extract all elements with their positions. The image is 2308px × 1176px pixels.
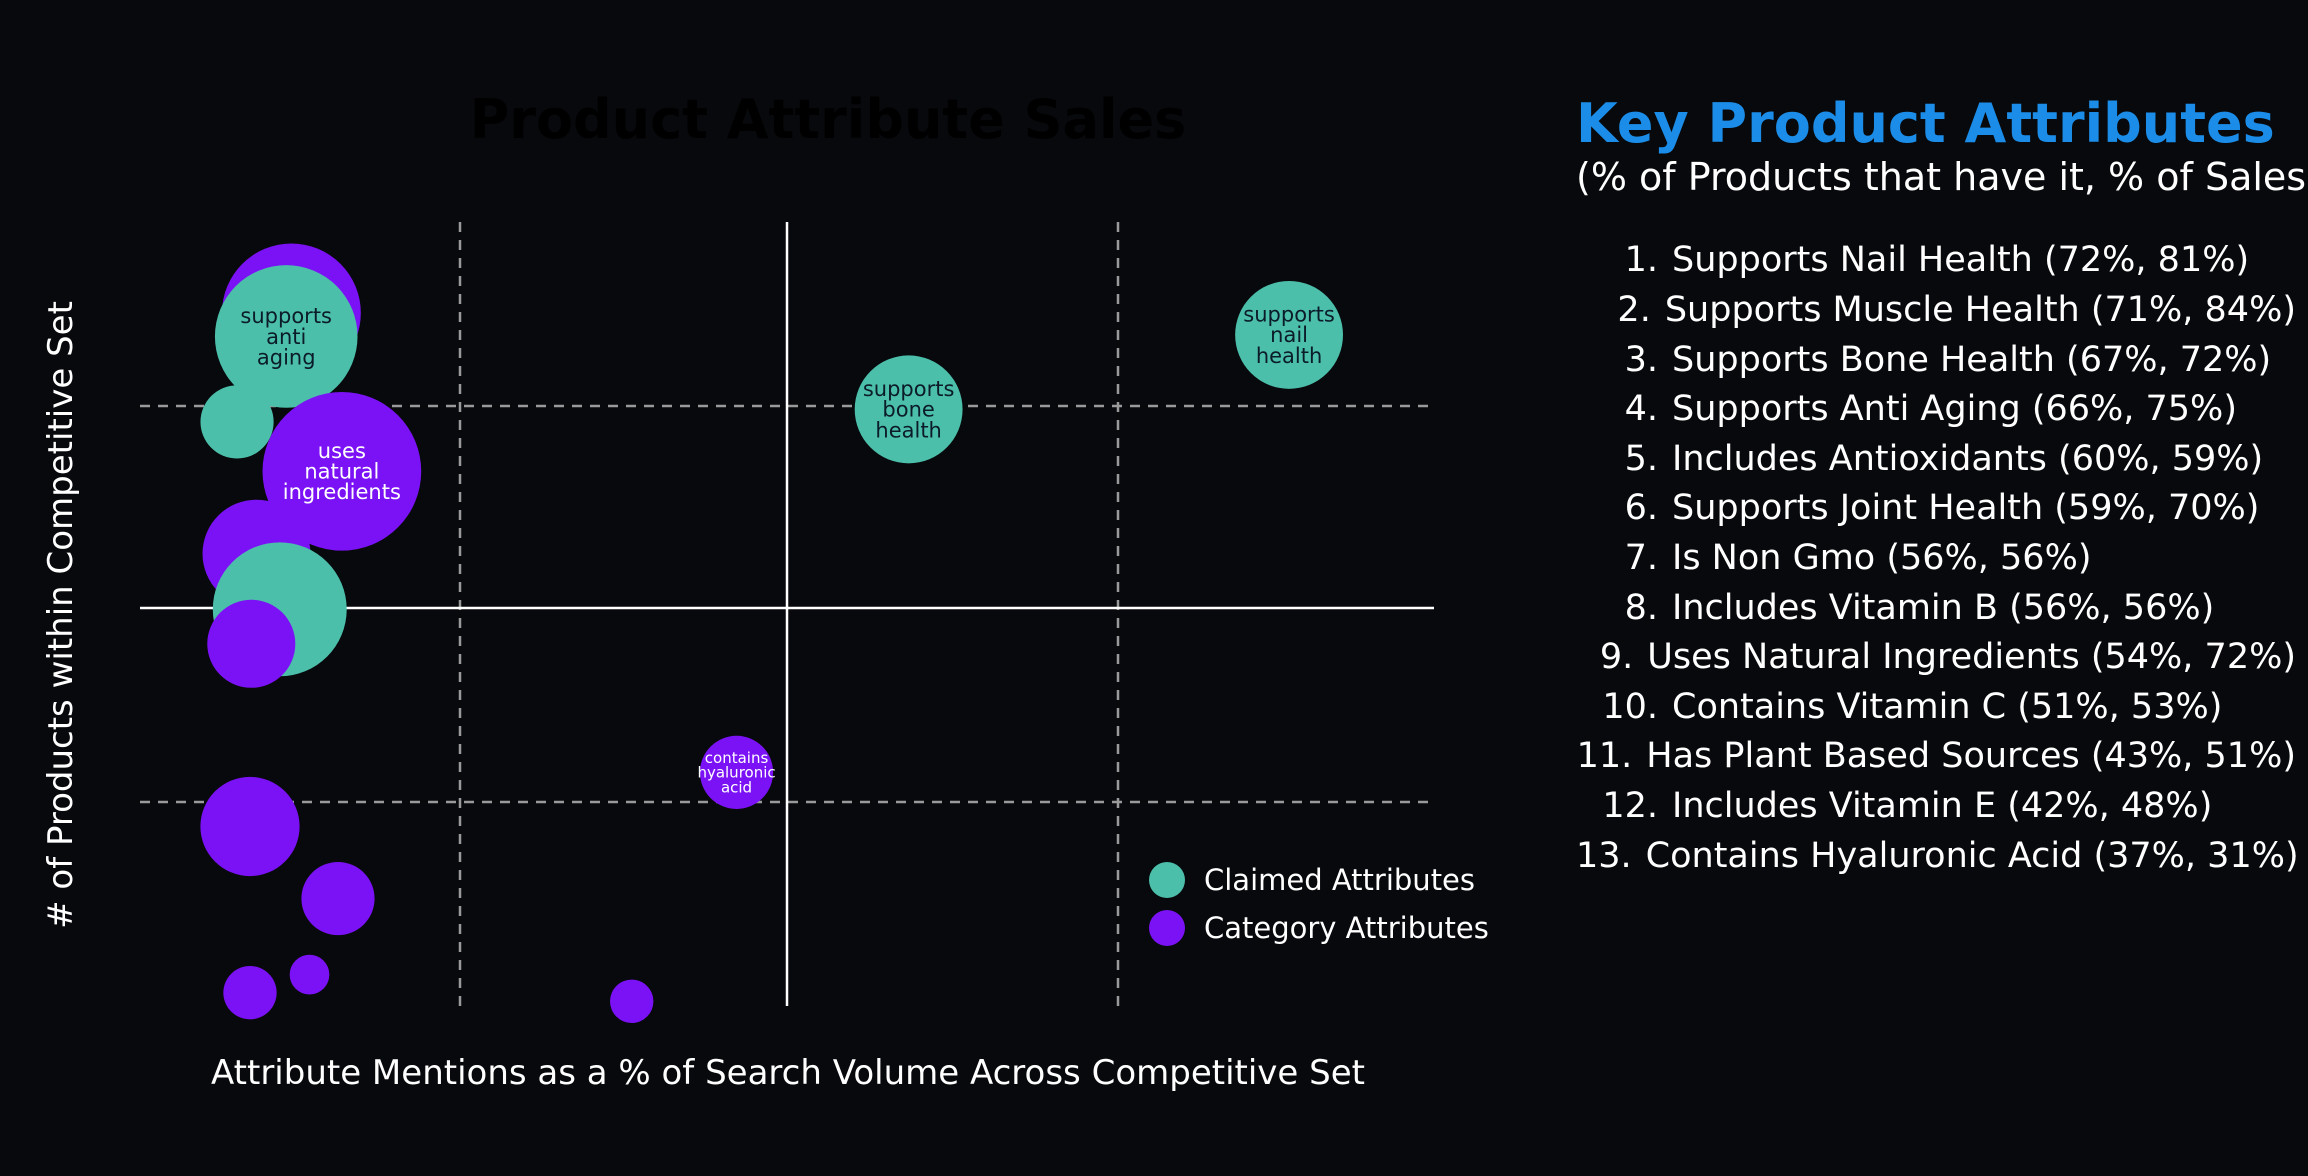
category-attribute-bubble (699, 735, 774, 809)
attribute-rank: 4. (1624, 389, 1658, 430)
quadrant-grid (140, 222, 1434, 1006)
attribute-list-item: 8. Includes Vitamin B (56%, 56%) (1576, 584, 2296, 634)
attribute-rank: 9. (1599, 637, 1634, 678)
category-attribute-bubble (301, 862, 375, 936)
attribute-list-item: 5. Includes Antioxidants (60%, 59%) (1576, 435, 2296, 485)
attribute-text: Supports Anti Aging (66%, 75%) (1672, 389, 2237, 430)
attribute-list-item: 4. Supports Anti Aging (66%, 75%) (1576, 385, 2296, 435)
bubble-label: supports anti aging (240, 304, 332, 369)
attribute-rank: 12. (1602, 785, 1658, 826)
claimed-attribute-bubble (200, 385, 274, 459)
claimed-attribute-bubble (1235, 280, 1344, 389)
attribute-text: Uses Natural Ingredients (54%, 72%) (1647, 637, 2296, 678)
attribute-text: Includes Vitamin B (56%, 56%) (1672, 587, 2215, 628)
category-attribute-bubble (223, 966, 277, 1020)
attribute-rank: 11. (1576, 736, 1633, 777)
attribute-list-item: 1. Supports Nail Health (72%, 81%) (1576, 236, 2296, 286)
bubble-label: supports bone health (863, 377, 955, 442)
chart-title: Product Attribute Sales (470, 88, 1187, 151)
attribute-rank: 2. (1617, 289, 1651, 330)
attribute-rank: 6. (1624, 488, 1658, 529)
claimed-attribute-bubble (854, 355, 963, 464)
attribute-text: Contains Hyaluronic Acid (37%, 31%) (1645, 835, 2299, 876)
bubble-label: contains hyaluronic acid (697, 749, 775, 796)
attribute-rank: 5. (1624, 438, 1658, 479)
attribute-text: Supports Muscle Health (71%, 84%) (1664, 289, 2296, 330)
attribute-rank: 13. (1576, 835, 1632, 876)
attribute-list-item: 13. Contains Hyaluronic Acid (37%, 31%) (1576, 832, 2299, 882)
attribute-text: Supports Bone Health (67%, 72%) (1672, 339, 2272, 380)
y-axis-label: # of Products within Competitive Set (41, 301, 81, 929)
attribute-list-item: 12. Includes Vitamin E (42%, 48%) (1576, 782, 2296, 832)
attribute-list-item: 9. Uses Natural Ingredients (54%, 72%) (1576, 633, 2296, 683)
attribute-rank: 1. (1624, 240, 1658, 281)
category-attribute-bubble (200, 776, 300, 877)
x-axis-label: Attribute Mentions as a % of Search Volu… (211, 1053, 1365, 1093)
legend-label: Category Attributes (1204, 911, 1489, 945)
category-attribute-bubble (289, 954, 330, 995)
category-attribute-bubble (207, 599, 296, 688)
bubble-label: supports nail health (1243, 303, 1335, 368)
panel-title: Key Product Attributes (1576, 92, 2275, 155)
attribute-list-item: 10. Contains Vitamin C (51%, 53%) (1576, 683, 2296, 733)
attribute-text: Includes Antioxidants (60%, 59%) (1672, 438, 2264, 479)
legend-label: Claimed Attributes (1204, 863, 1475, 897)
attribute-text: Has Plant Based Sources (43%, 51%) (1646, 736, 2296, 777)
bubble-label: uses natural ingredients (283, 439, 401, 504)
attribute-rank: 10. (1602, 686, 1658, 727)
attribute-rank: 3. (1624, 339, 1658, 380)
attribute-list-item: 7. Is Non Gmo (56%, 56%) (1576, 534, 2296, 584)
attribute-text: Supports Nail Health (72%, 81%) (1672, 240, 2250, 281)
attribute-text: Includes Vitamin E (42%, 48%) (1672, 785, 2213, 826)
attribute-list-item: 3. Supports Bone Health (67%, 72%) (1576, 336, 2296, 386)
chart-legend: Claimed Attributes Category Attributes (1149, 862, 1489, 946)
panel-subtitle: (% of Products that have it, % of Sales) (1576, 154, 2308, 199)
claimed-attribute-bubble (214, 265, 358, 408)
bubble-layer: supports anti aging uses natural ingredients s… (200, 243, 1344, 1023)
attribute-list-item: 11. Has Plant Based Sources (43%, 51%) (1576, 732, 2296, 782)
category-attribute-bubble (262, 391, 422, 551)
attribute-list-item: 6. Supports Joint Health (59%, 70%) (1576, 484, 2296, 534)
attribute-rank: 7. (1624, 537, 1658, 578)
key-attributes-panel: Key Product Attributes (% of Products th… (1576, 92, 2308, 882)
category-attribute-bubble (610, 979, 654, 1023)
legend-swatch (1149, 910, 1185, 946)
attribute-text: Supports Joint Health (59%, 70%) (1672, 488, 2260, 529)
attribute-list: 1. Supports Nail Health (72%, 81%) 2. Suppo… (1576, 236, 2299, 882)
attribute-text: Is Non Gmo (56%, 56%) (1672, 537, 2092, 578)
attribute-rank: 8. (1624, 587, 1658, 628)
attribute-list-item: 2. Supports Muscle Health (71%, 84%) (1576, 286, 2296, 336)
legend-swatch (1149, 862, 1185, 898)
attribute-text: Contains Vitamin C (51%, 53%) (1672, 686, 2223, 727)
